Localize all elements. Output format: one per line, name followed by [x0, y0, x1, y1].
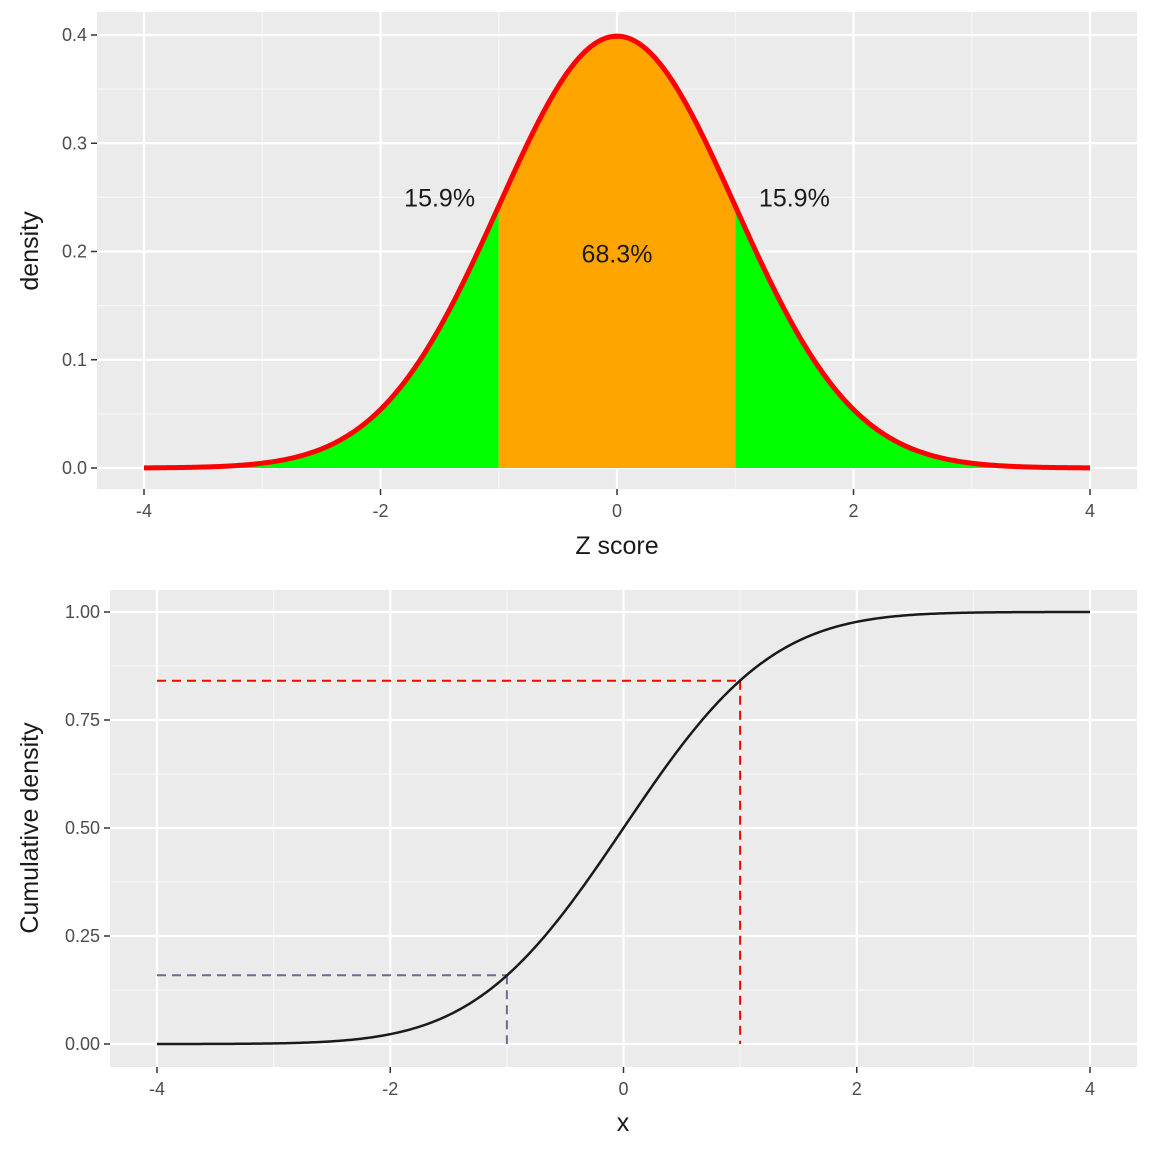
cumulative-y-tick-3: 0.75 — [65, 710, 100, 730]
density-chart: 15.9% 68.3% 15.9% 0.0 0.1 0.2 0.3 0.4 -4… — [16, 12, 1137, 560]
region-left-tail — [144, 206, 499, 468]
left-tail-label: 15.9% — [404, 184, 475, 212]
cumulative-x-tick-2: 0 — [618, 1079, 628, 1099]
cumulative-y-tick-1: 0.25 — [65, 926, 100, 946]
density-curve — [143, 33, 1091, 471]
density-y-tick-0: 0.0 — [62, 458, 87, 478]
cumulative-curve — [157, 610, 1090, 1046]
cumulative-y-tick-2: 0.50 — [65, 818, 100, 838]
density-y-tick-2: 0.2 — [62, 242, 87, 262]
cumulative-x-tick-0: -4 — [149, 1079, 165, 1099]
cumulative-chart: 0.00 0.25 0.50 0.75 1.00 -4 -2 0 2 4 x C… — [16, 590, 1137, 1137]
cumulative-x-tick-4: 4 — [1085, 1079, 1095, 1099]
density-x-tick-2: 0 — [612, 501, 622, 521]
density-y-tick-3: 0.3 — [62, 133, 87, 153]
cumulative-y-tick-0: 0.00 — [65, 1034, 100, 1054]
density-x-tick-0: -4 — [136, 501, 152, 521]
density-x-tick-3: 2 — [848, 501, 858, 521]
density-y-axis-title: density — [16, 211, 44, 291]
right-tail-label: 15.9% — [759, 184, 830, 212]
density-x-tick-1: -2 — [372, 501, 388, 521]
density-x-axis-title: Z score — [575, 532, 658, 560]
cumulative-axes — [104, 611, 1091, 1073]
density-axes — [91, 34, 1091, 495]
density-y-tick-1: 0.1 — [62, 350, 87, 370]
region-right-tail — [735, 206, 1090, 468]
cumulative-x-axis-title: x — [617, 1109, 630, 1137]
density-regions — [144, 36, 1090, 468]
cumulative-reference-lines — [157, 679, 742, 1044]
cumulative-x-tick-1: -2 — [382, 1079, 398, 1099]
region-center — [498, 36, 736, 468]
density-y-tick-4: 0.4 — [62, 25, 87, 45]
cumulative-y-tick-4: 1.00 — [65, 602, 100, 622]
cumulative-y-axis-title: Cumulative density — [16, 722, 44, 934]
density-x-tick-4: 4 — [1085, 501, 1095, 521]
center-label: 68.3% — [582, 241, 653, 269]
cumulative-x-tick-3: 2 — [852, 1079, 862, 1099]
